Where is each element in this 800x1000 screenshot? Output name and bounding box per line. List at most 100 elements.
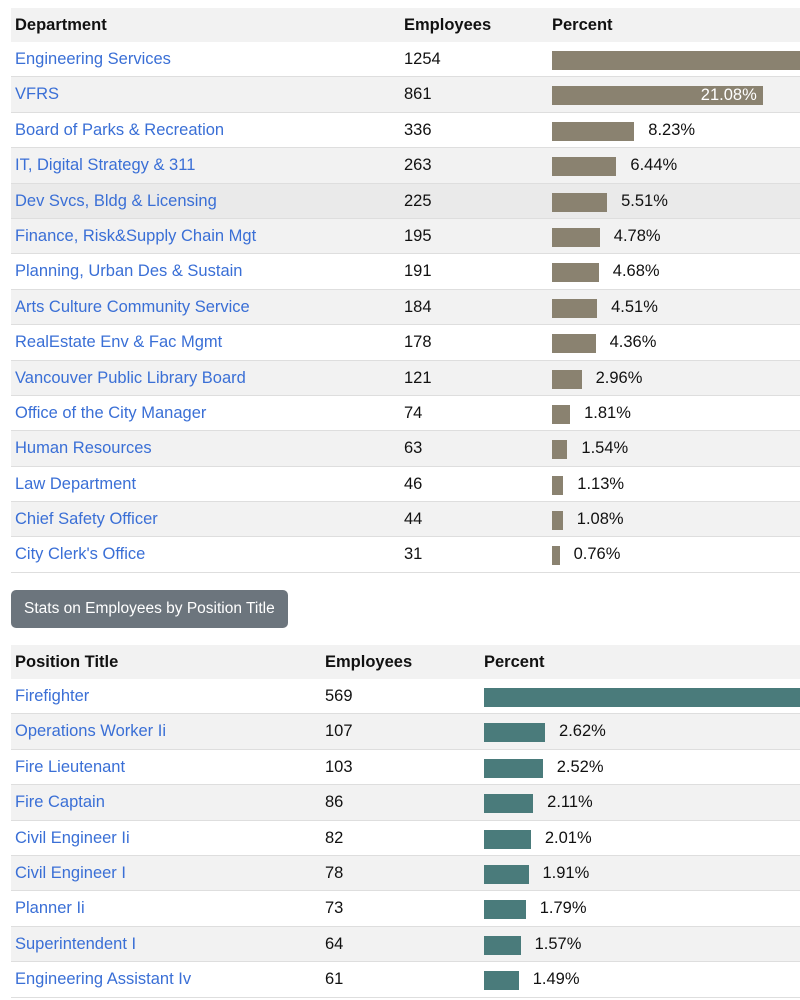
table-row: Board of Parks & Recreation 336 8.23% xyxy=(11,113,800,149)
row-name-link[interactable]: VFRS xyxy=(15,85,60,104)
employee-count: 191 xyxy=(404,262,432,281)
table-row: IT, Digital Strategy & 311 263 6.44% xyxy=(11,148,800,184)
percent-bar xyxy=(484,900,526,920)
position-table: Position Title Employees Percent Firefig… xyxy=(11,645,800,998)
row-name-link[interactable]: Engineering Services xyxy=(15,50,171,68)
percent-bar xyxy=(552,263,599,283)
percent-bar xyxy=(552,192,608,212)
department-table: Department Employees Percent Engineering… xyxy=(11,8,800,573)
percent-bar xyxy=(484,864,529,884)
header-percent[interactable]: Percent xyxy=(484,653,545,671)
table-row: Firefighter 569 xyxy=(11,679,800,715)
row-name-link[interactable]: Engineering Assistant Iv xyxy=(15,970,192,989)
percent-label: 8.23% xyxy=(648,120,696,139)
percent-bar xyxy=(484,723,546,743)
percent-label: 4.68% xyxy=(612,262,660,281)
table-row: Civil Engineer Ii 82 2.01% xyxy=(11,821,800,856)
percent-bar xyxy=(552,440,568,460)
header-employees[interactable]: Employees xyxy=(325,653,413,671)
row-name-link[interactable]: Law Department xyxy=(15,474,137,493)
employee-count: 64 xyxy=(325,934,344,953)
percent-label: 4.78% xyxy=(613,226,661,245)
row-name-link[interactable]: Fire Lieutenant xyxy=(15,757,126,776)
employee-count: 195 xyxy=(404,226,432,245)
row-name-link[interactable]: Firefighter xyxy=(15,687,90,705)
table-row: Planner Ii 73 1.79% xyxy=(11,891,800,927)
percent-bar xyxy=(552,157,617,177)
employee-count: 1254 xyxy=(404,50,441,68)
table-row: VFRS 861 21.08% xyxy=(11,77,800,113)
employee-count: 44 xyxy=(404,510,423,529)
row-name-link[interactable]: Planner Ii xyxy=(15,899,85,918)
percent-label: 1.91% xyxy=(542,863,590,882)
row-name-link[interactable]: Board of Parks & Recreation xyxy=(15,120,225,139)
table-row: Human Resources 63 1.54% xyxy=(11,431,800,467)
percent-bar xyxy=(552,546,560,566)
table-row: RealEstate Env & Fac Mgmt 178 4.36% xyxy=(11,325,800,361)
table-row: Fire Captain 86 2.11% xyxy=(11,785,800,821)
row-name-link[interactable]: Office of the City Manager xyxy=(15,403,207,422)
table-row: Finance, Risk&Supply Chain Mgt 195 4.78% xyxy=(11,218,800,255)
row-name-link[interactable]: Operations Worker Ii xyxy=(15,722,166,741)
row-name-link[interactable]: IT, Digital Strategy & 311 xyxy=(15,156,196,175)
percent-bar xyxy=(484,971,519,991)
row-name-link[interactable]: City Clerk's Office xyxy=(15,545,146,564)
table-row: Chief Safety Officer 44 1.08% xyxy=(11,502,800,538)
row-name-link[interactable]: Human Resources xyxy=(15,439,152,458)
percent-label: 21.08% xyxy=(700,86,757,105)
employee-count: 178 xyxy=(404,333,432,352)
table-row: Operations Worker Ii 107 2.62% xyxy=(11,714,800,750)
percent-label: 1.81% xyxy=(584,403,631,422)
row-name-link[interactable]: Civil Engineer I xyxy=(15,863,126,882)
table-row: Superintendent I 64 1.57% xyxy=(11,926,800,963)
table-row: Engineering Assistant Iv 61 1.49% xyxy=(11,962,800,998)
row-name-link[interactable]: Finance, Risk&Supply Chain Mgt xyxy=(15,226,257,245)
employee-count: 86 xyxy=(325,793,344,812)
table-header: Position Title Employees Percent xyxy=(11,645,800,679)
employee-count: 121 xyxy=(404,368,432,387)
table-header: Department Employees Percent xyxy=(11,8,800,42)
percent-bar xyxy=(552,227,600,247)
table-row: Dev Svcs, Bldg & Licensing 225 5.51% xyxy=(11,183,800,219)
header-percent[interactable]: Percent xyxy=(552,16,613,34)
row-name-link[interactable]: RealEstate Env & Fac Mgmt xyxy=(15,333,223,352)
percent-bar xyxy=(484,829,531,849)
percent-bar xyxy=(552,51,800,70)
percent-bar xyxy=(552,404,571,424)
employee-count: 31 xyxy=(404,545,423,564)
position-stats-button[interactable]: Stats on Employees by Position Title xyxy=(11,590,288,628)
percent-label: 6.44% xyxy=(630,156,678,175)
row-name-link[interactable]: Arts Culture Community Service xyxy=(15,297,250,316)
header-position-title[interactable]: Position Title xyxy=(15,653,119,671)
employee-count: 336 xyxy=(404,120,432,139)
row-name-link[interactable]: Civil Engineer Ii xyxy=(15,828,130,847)
employee-count: 63 xyxy=(404,439,423,458)
row-name-link[interactable]: Superintendent I xyxy=(15,934,137,953)
percent-bar xyxy=(484,758,543,778)
table-row: Arts Culture Community Service 184 4.51% xyxy=(11,289,800,326)
table-row: City Clerk's Office 31 0.76% xyxy=(11,537,800,573)
employee-count: 78 xyxy=(325,863,344,882)
percent-label: 1.08% xyxy=(576,510,624,529)
header-department[interactable]: Department xyxy=(15,16,107,34)
employee-count: 861 xyxy=(404,85,432,104)
percent-bar xyxy=(552,334,596,354)
row-name-link[interactable]: Fire Captain xyxy=(15,793,105,812)
employee-count: 61 xyxy=(325,970,344,989)
row-name-link[interactable]: Vancouver Public Library Board xyxy=(15,368,246,387)
percent-label: 2.62% xyxy=(559,722,606,741)
employee-count: 184 xyxy=(404,297,432,316)
header-employees[interactable]: Employees xyxy=(404,16,492,34)
row-name-link[interactable]: Chief Safety Officer xyxy=(15,510,158,529)
row-name-link[interactable]: Dev Svcs, Bldg & Licensing xyxy=(15,191,217,210)
employee-count: 46 xyxy=(404,474,423,493)
percent-label: 4.36% xyxy=(609,333,657,352)
table-row: Planning, Urban Des & Sustain 191 4.68% xyxy=(11,254,800,290)
percent-label: 2.52% xyxy=(556,757,604,776)
employee-count: 82 xyxy=(325,828,344,847)
row-name-link[interactable]: Planning, Urban Des & Sustain xyxy=(15,262,243,281)
percent-bar xyxy=(552,121,635,141)
percent-bar xyxy=(552,298,598,318)
percent-label: 1.57% xyxy=(534,934,582,953)
employee-count: 263 xyxy=(404,156,432,175)
